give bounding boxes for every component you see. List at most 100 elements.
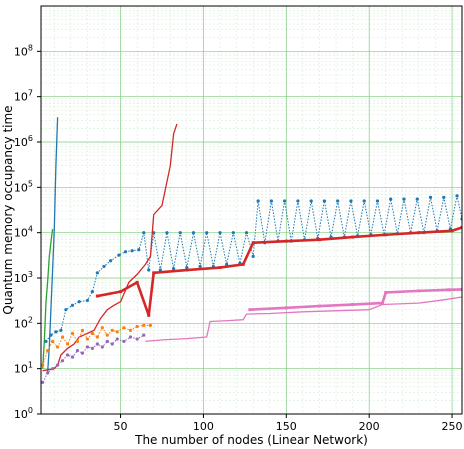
series-segment	[253, 239, 287, 245]
y-tick-label: 105	[14, 179, 33, 194]
data-point	[256, 199, 260, 203]
data-point	[109, 259, 113, 263]
data-point	[455, 194, 459, 198]
data-point	[442, 195, 446, 199]
data-point	[317, 238, 321, 242]
data-point	[185, 265, 189, 270]
series-5	[41, 323, 152, 367]
data-point	[417, 289, 421, 293]
data-point	[380, 301, 384, 305]
series-segment	[186, 266, 221, 272]
series-segment	[451, 226, 462, 233]
series-layer	[41, 117, 462, 384]
x-tick-label: 200	[359, 420, 380, 433]
series-segment	[385, 289, 419, 294]
data-point	[158, 268, 162, 272]
series-segment	[418, 229, 453, 234]
data-point	[415, 197, 419, 201]
data-point	[70, 331, 75, 335]
data-point	[336, 199, 340, 203]
series-segment	[286, 238, 320, 243]
data-point	[115, 330, 119, 334]
series-segment	[119, 281, 138, 293]
series-segment	[242, 242, 255, 265]
series-segment	[319, 235, 353, 241]
y-tick-label: 108	[14, 43, 33, 58]
data-point	[244, 231, 249, 235]
minor-gridlines	[41, 6, 462, 414]
data-point	[95, 335, 99, 339]
data-point	[41, 380, 45, 384]
data-point	[135, 280, 139, 284]
series-segment	[135, 281, 150, 316]
series-segment	[352, 301, 383, 306]
data-point	[309, 199, 313, 203]
data-point	[384, 290, 388, 294]
series-segment	[153, 268, 187, 275]
data-point	[225, 262, 229, 266]
data-point	[55, 345, 60, 349]
data-point	[80, 328, 85, 332]
data-point	[218, 231, 222, 235]
series-segment	[352, 233, 386, 239]
data-point	[65, 353, 70, 357]
x-tick-label: 100	[193, 420, 214, 433]
data-point	[128, 328, 133, 332]
data-point	[115, 337, 119, 341]
data-point	[51, 367, 55, 371]
series-segment	[319, 303, 353, 308]
data-point	[171, 267, 176, 271]
series-line	[42, 123, 178, 372]
data-point	[362, 199, 366, 203]
data-point	[317, 304, 321, 308]
series-line	[42, 334, 145, 383]
data-point	[59, 328, 63, 332]
data-point	[44, 339, 48, 343]
data-point	[147, 268, 151, 272]
data-point	[284, 239, 288, 243]
series-segment	[219, 263, 244, 269]
data-point	[384, 233, 388, 237]
series-line	[42, 324, 151, 366]
y-tick-label: 102	[14, 315, 33, 330]
data-point	[152, 271, 156, 275]
series-0	[42, 229, 54, 369]
data-point	[110, 328, 114, 332]
data-point	[54, 330, 58, 334]
data-point	[122, 326, 126, 330]
data-point	[46, 371, 50, 375]
series-3	[42, 123, 178, 372]
data-point	[428, 195, 433, 199]
data-point	[251, 254, 255, 258]
data-point	[231, 231, 235, 235]
data-point	[137, 248, 141, 252]
major-gridlines	[41, 6, 462, 414]
plot-frame	[40, 5, 463, 415]
data-point	[147, 313, 151, 317]
data-point	[55, 363, 60, 367]
data-point	[351, 303, 355, 307]
data-point	[100, 326, 104, 330]
data-point	[450, 229, 454, 233]
data-point	[185, 268, 189, 272]
data-point	[100, 345, 104, 349]
data-point	[218, 266, 222, 270]
data-point	[85, 298, 90, 303]
series-line	[42, 229, 54, 369]
data-point	[46, 349, 50, 353]
data-point	[70, 355, 75, 359]
data-point	[90, 331, 94, 335]
data-point	[110, 342, 114, 346]
data-point	[60, 335, 65, 339]
data-point	[198, 264, 202, 269]
data-point	[447, 288, 451, 292]
data-point	[123, 250, 128, 254]
data-point	[95, 271, 99, 275]
series-segment	[385, 231, 419, 237]
data-point	[205, 231, 209, 235]
data-point	[375, 199, 380, 203]
data-point	[70, 303, 75, 307]
series-line	[45, 195, 462, 342]
y-tick-label: 104	[14, 225, 33, 240]
series-segment	[286, 304, 320, 310]
